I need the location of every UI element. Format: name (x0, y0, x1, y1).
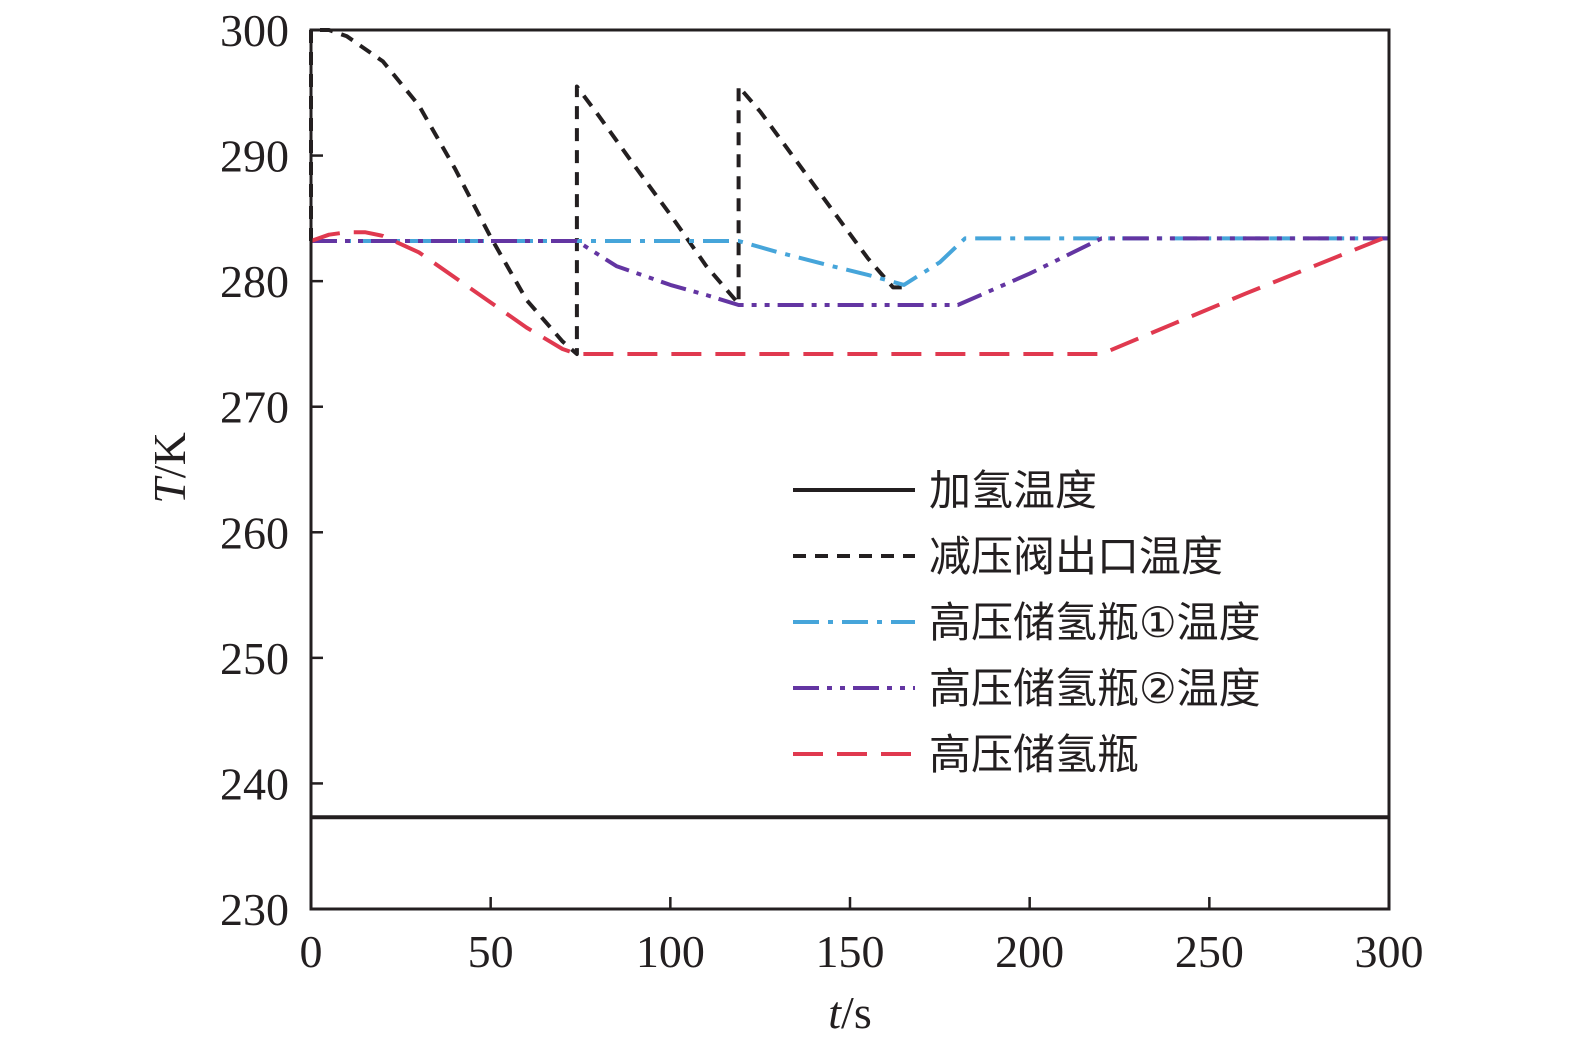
x-axis-title: t/s (828, 987, 871, 1038)
y-tick-label: 270 (220, 382, 289, 433)
legend-label-4: 高压储氢瓶②温度 (929, 664, 1261, 713)
y-tick-label: 250 (220, 633, 289, 684)
y-axis-title: T/K (144, 432, 195, 504)
y-tick-label: 300 (220, 5, 289, 56)
series-line-2 (309, 28, 904, 356)
y-tick-label: 290 (220, 131, 289, 182)
y-axis-ticks: 230 240 250 260 270 280 290 300 (220, 5, 323, 935)
x-tick-label: 50 (468, 926, 514, 977)
series-line-5 (310, 230, 1390, 356)
x-axis-ticks: 0 50 100 150 200 250 300 (300, 897, 1424, 977)
plot-frame (309, 28, 1391, 911)
x-tick-label: 250 (1175, 926, 1244, 977)
series-line-3 (311, 236, 1389, 287)
y-tick-label: 260 (220, 507, 289, 558)
x-tick-label: 100 (636, 926, 705, 977)
legend-label-3: 高压储氢瓶①温度 (929, 598, 1261, 647)
x-tick-label: 200 (995, 926, 1064, 977)
plot-lines (309, 28, 1390, 820)
y-tick-label: 240 (220, 758, 289, 809)
y-tick-label: 280 (220, 256, 289, 307)
x-tick-label: 150 (816, 926, 885, 977)
legend-label-5: 高压储氢瓶 (929, 730, 1139, 779)
x-tick-label: 300 (1355, 926, 1424, 977)
legend-label-1: 加氢温度 (929, 466, 1097, 515)
x-tick-label: 0 (300, 926, 323, 977)
y-tick-label: 230 (220, 884, 289, 935)
legend-label-2: 减压阀出口温度 (929, 532, 1223, 581)
series-line-4 (311, 236, 1389, 307)
